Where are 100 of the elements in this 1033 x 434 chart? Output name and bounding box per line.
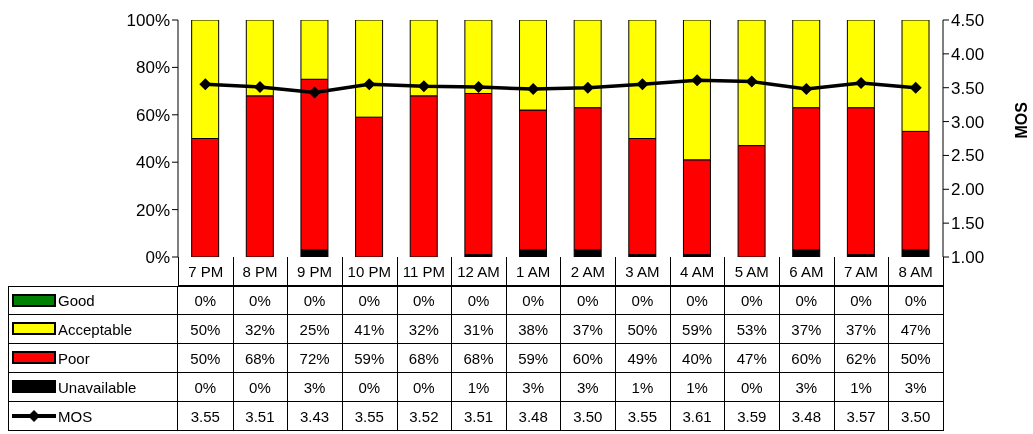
data-label: 1% [451, 373, 507, 402]
data-label: 32% [232, 315, 289, 344]
data-label: 3.52 [396, 402, 453, 431]
data-label: 1% [669, 373, 726, 402]
data-label: 3% [505, 373, 562, 402]
data-label: 25% [287, 315, 343, 344]
data-label: 0% [341, 373, 398, 402]
x-tick-label: 8 PM [232, 257, 289, 286]
data-label: 0% [560, 286, 617, 315]
point [472, 81, 485, 94]
y2-tick-label: 4.00 [951, 44, 985, 64]
data-label: 47% [724, 344, 781, 373]
legend-label: Good [58, 292, 95, 309]
y-tick-label: 60% [135, 105, 170, 125]
y-tick-label: 20% [135, 200, 170, 220]
data-label: 59% [341, 344, 398, 373]
data-label: 59% [505, 344, 562, 373]
data-label: 3.51 [232, 402, 289, 431]
y2-tick-label: 3.00 [951, 112, 985, 132]
y2-tick-label: 4.50 [951, 11, 985, 31]
data-label: 37% [560, 315, 617, 344]
y2-tick-label: 1.50 [951, 214, 985, 234]
data-label: 47% [888, 315, 944, 344]
x-tick-label: 7 PM [178, 257, 234, 286]
x-tick-label: 11 PM [396, 257, 453, 286]
y2-tick-label: 2.50 [951, 146, 985, 166]
x-tick-label: 6 AM [779, 257, 835, 286]
point [308, 86, 321, 99]
data-label: 0% [724, 286, 781, 315]
data-label: 3.50 [888, 402, 944, 431]
data-label: 0% [669, 286, 726, 315]
data-label: 37% [833, 315, 890, 344]
x-tick-label: 4 AM [669, 257, 726, 286]
data-label: 0% [232, 373, 289, 402]
data-label: 49% [615, 344, 671, 373]
data-label: 41% [341, 315, 398, 344]
data-label: 0% [232, 286, 289, 315]
x-tick-label: 10 PM [341, 257, 398, 286]
legend-label: MOS [58, 407, 93, 425]
data-label: 3.48 [779, 402, 835, 431]
data-label: 3% [287, 373, 343, 402]
x-tick-label: 1 AM [505, 257, 562, 286]
data-label: 0% [833, 286, 890, 315]
data-label: 31% [451, 315, 507, 344]
y2-tick-label: 2.00 [951, 180, 985, 200]
data-label: 0% [396, 373, 453, 402]
point [636, 78, 649, 91]
x-tick-label: 2 AM [560, 257, 617, 286]
data-label: 50% [888, 344, 944, 373]
data-label: 3.55 [178, 402, 234, 431]
legend-label: Acceptable [58, 320, 133, 338]
point [581, 81, 594, 94]
data-label: 50% [178, 344, 234, 373]
data-label: 3.55 [615, 402, 671, 431]
data-label: 3.55 [341, 402, 398, 431]
data-label: 0% [396, 286, 453, 315]
y-tick-label: 0% [145, 248, 170, 268]
data-label: 0% [287, 286, 343, 315]
y-tick-label: 100% [126, 11, 170, 31]
data-label: 50% [615, 315, 671, 344]
data-label: 3% [560, 373, 617, 402]
y-tick-label: 80% [135, 58, 170, 78]
data-label: 53% [724, 315, 781, 344]
legend-label: Poor [58, 349, 90, 367]
data-label: 62% [833, 344, 890, 373]
data-label: 0% [178, 373, 234, 402]
y2-axis-title: MOS [1012, 101, 1030, 139]
data-label: 3.51 [451, 402, 507, 431]
data-label: 68% [396, 344, 453, 373]
point [800, 83, 813, 96]
x-tick-label: 5 AM [724, 257, 781, 286]
data-label: 3.57 [833, 402, 890, 431]
data-label: 0% [888, 286, 944, 315]
data-label: 3.59 [724, 402, 781, 431]
x-tick-label: 3 AM [615, 257, 671, 286]
data-label: 38% [505, 315, 562, 344]
x-tick-label: 7 AM [833, 257, 890, 286]
data-label: 3.61 [669, 402, 726, 431]
y2-tick-label: 3.50 [951, 78, 985, 98]
data-label: 1% [833, 373, 890, 402]
data-label: 1% [615, 373, 671, 402]
data-label: 60% [560, 344, 617, 373]
data-label: 32% [396, 315, 453, 344]
x-tick-label: 12 AM [451, 257, 507, 286]
data-label: 0% [178, 286, 234, 315]
data-label: 68% [232, 344, 289, 373]
y2-tick-label: 1.00 [951, 248, 985, 268]
data-label: 40% [669, 344, 726, 373]
data-label: 3% [779, 373, 835, 402]
data-label: 37% [779, 315, 835, 344]
data-label: 0% [341, 286, 398, 315]
data-label: 3.43 [287, 402, 343, 431]
x-tick-label: 8 AM [888, 257, 944, 286]
data-label: 3% [888, 373, 944, 402]
data-label: 3.48 [505, 402, 562, 431]
data-label: 68% [451, 344, 507, 373]
data-label: 72% [287, 344, 343, 373]
data-label: 0% [724, 373, 781, 402]
y-tick-label: 40% [135, 153, 170, 173]
data-label: 50% [178, 315, 234, 344]
